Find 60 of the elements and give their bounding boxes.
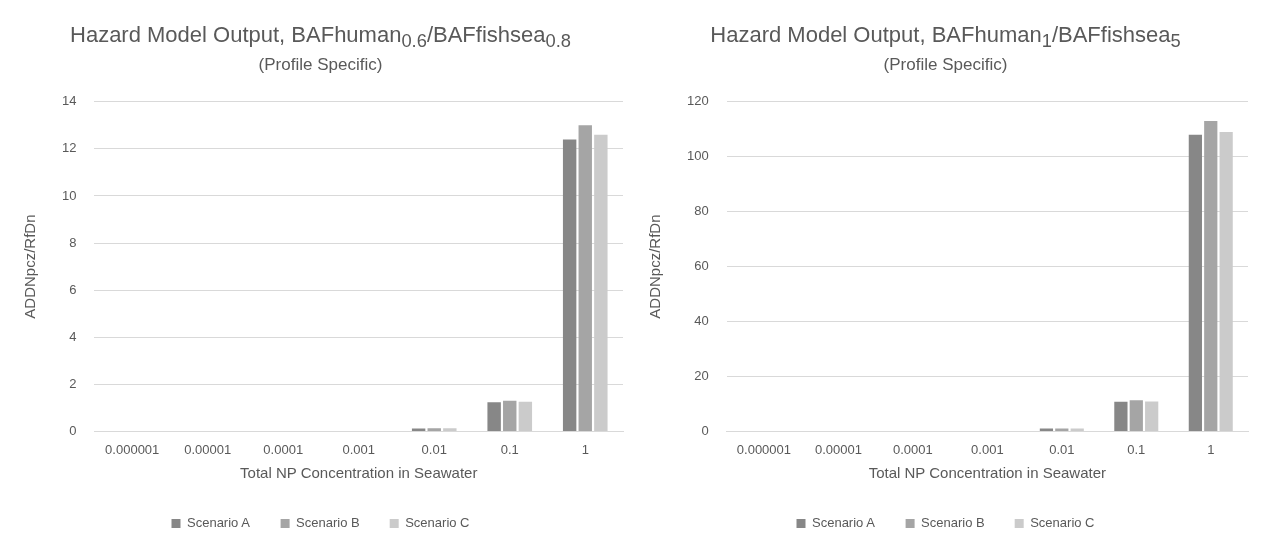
y-tick-label: 40 (694, 313, 709, 329)
x-tick-label: 0.0001 (892, 442, 933, 458)
bar (594, 135, 608, 432)
y-tick-label: 6 (69, 282, 77, 298)
bar (443, 428, 457, 432)
x-tick-label: 0.00001 (814, 442, 862, 458)
bar (487, 402, 501, 432)
y-tick-label: 0 (701, 423, 709, 439)
y-tick-label: 2 (69, 376, 77, 392)
x-tick-label: 1 (1207, 442, 1215, 458)
x-axis-title: Total NP Concentration in Seawater (868, 464, 1107, 482)
y-axis-title: ADDNpcz/RfDn (646, 214, 664, 320)
x-tick-label: 0.00001 (184, 442, 232, 458)
x-tick-label: 0.000001 (736, 442, 792, 458)
legend-label: Scenario A (812, 515, 876, 531)
legend-label: Scenario B (921, 515, 985, 531)
x-tick-label: 1 (581, 442, 589, 458)
legend-label: Scenario A (187, 515, 251, 531)
bar (427, 428, 441, 432)
bar (1070, 428, 1084, 432)
legend-label: Scenario B (296, 515, 360, 531)
x-tick-label: 0.0001 (263, 442, 304, 458)
y-axis-title: ADDNpcz/RfDn (21, 214, 39, 320)
x-tick-label: 0.001 (342, 442, 375, 458)
y-tick-label: 80 (694, 203, 709, 219)
chart-title: Hazard Model Output, BAFhuman$_{0.6}$/BAFfishsea$_{0.8}$ (69, 22, 572, 54)
chart-subtitle: (Profile Specific) (257, 54, 384, 77)
chart-title: Hazard Model Output, BAFhuman$_{1}$/BAFfishsea$_{5}$ (709, 22, 1182, 54)
x-tick-label: 0.001 (971, 442, 1004, 458)
y-tick-label: 12 (61, 140, 77, 156)
chart-subtitle: (Profile Specific) (882, 54, 1009, 77)
legend-label: Scenario C (405, 515, 470, 531)
bar (518, 402, 533, 432)
y-tick-label: 10 (61, 187, 77, 203)
bar (1145, 401, 1159, 432)
bar (1204, 121, 1218, 432)
y-tick-label: 60 (694, 258, 709, 274)
y-tick-label: 0 (69, 423, 77, 439)
bar (1055, 428, 1069, 432)
bar (1219, 132, 1233, 432)
bar (578, 125, 592, 432)
legend-label: Scenario C (1030, 515, 1095, 531)
y-tick-label: 14 (61, 93, 77, 109)
y-tick-label: 120 (686, 93, 709, 109)
x-tick-label: 0.01 (421, 442, 447, 458)
x-tick-label: 0.01 (1049, 442, 1075, 458)
x-tick-label: 0.1 (1127, 442, 1146, 458)
y-tick-label: 100 (686, 148, 709, 164)
bar (1188, 135, 1202, 432)
bar (1129, 400, 1143, 432)
bar (503, 401, 517, 432)
bar (562, 139, 577, 432)
y-tick-label: 4 (69, 329, 77, 345)
x-tick-label: 0.000001 (105, 442, 160, 458)
y-tick-label: 20 (694, 368, 709, 384)
bar (1114, 402, 1128, 432)
y-tick-label: 8 (69, 235, 77, 251)
bar (1039, 428, 1054, 432)
x-axis-title: Total NP Concentration in Seawater (240, 464, 478, 482)
x-tick-label: 0.1 (500, 442, 519, 458)
